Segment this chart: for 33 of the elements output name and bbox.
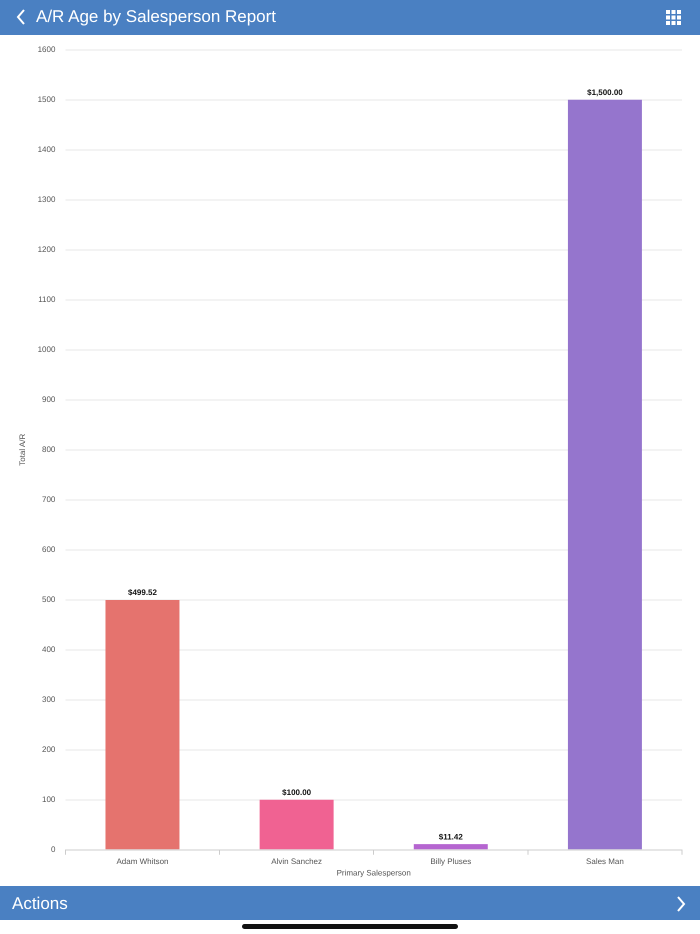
data-label: $499.52 [128,588,158,598]
y-tick-label: 800 [42,445,56,454]
x-tick-label: Alvin Sanchez [271,856,322,866]
x-tick-label: Billy Pluses [430,856,472,866]
y-tick-label: 700 [42,495,56,504]
y-tick-label: 100 [42,795,56,804]
data-label: $1,500.00 [587,88,624,98]
y-tick-label: 1000 [38,345,56,354]
x-tick-label: Sales Man [586,856,624,866]
y-tick-label: 600 [42,545,56,554]
data-label: $11.42 [438,832,464,842]
y-tick-label: 1200 [38,245,56,254]
text: Actions [12,894,68,914]
y-tick-label: 1600 [38,45,56,54]
y-tick-label: 0 [50,845,56,854]
data-label: $100.00 [282,788,312,798]
bar [105,600,180,850]
y-tick-label: 200 [42,745,56,754]
y-tick-label: 400 [42,645,56,654]
y-tick-label: 1400 [38,145,56,154]
y-tick-label: 1500 [38,95,56,104]
y-axis-title: Total A/R [18,434,28,466]
y-tick-label: 1100 [38,295,56,304]
y-tick-label: 300 [42,695,56,704]
chart-title: A/R Age by Salesperson Report [36,7,276,27]
x-tick-label: Adam Whitson [116,856,168,866]
y-tick-label: 900 [42,395,56,404]
x-axis-title: Primary Salesperson [336,868,411,878]
bar [414,844,488,850]
y-tick-label: 1300 [38,195,56,204]
y-tick-label: 500 [42,595,56,604]
bar [260,800,334,850]
bar [568,100,642,850]
